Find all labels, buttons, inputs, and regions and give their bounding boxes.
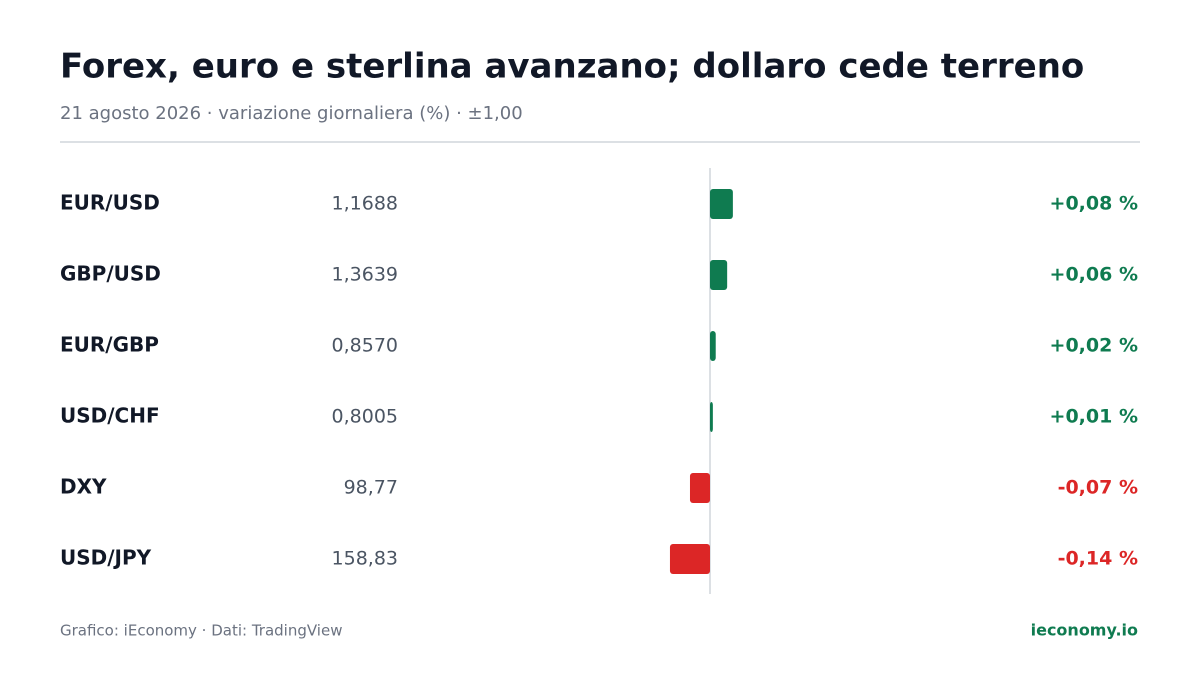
source: Grafico: iEconomy · Dati: TradingView <box>60 622 342 640</box>
price: 1,3639 <box>332 264 398 286</box>
pair-label: DXY <box>60 475 107 499</box>
pair-label: GBP/USD <box>60 262 161 286</box>
pair-label: EUR/GBP <box>60 333 159 357</box>
value-label: +0,02 % <box>1050 335 1138 357</box>
value-label: -0,14 % <box>1058 548 1138 570</box>
pair-label: USD/CHF <box>60 404 160 428</box>
brand: ieconomy.io <box>1031 621 1138 640</box>
bar <box>669 544 710 574</box>
bar <box>710 189 733 219</box>
value-label: +0,08 % <box>1050 193 1138 215</box>
bar <box>689 473 710 503</box>
bar <box>710 331 716 361</box>
price: 158,83 <box>332 548 398 570</box>
chart-title: Forex, euro e sterlina avanzano; dollaro… <box>60 47 1084 87</box>
pair-label: EUR/USD <box>60 191 160 215</box>
bar <box>710 260 728 290</box>
pair-label: USD/JPY <box>60 546 152 570</box>
price: 98,77 <box>344 477 398 499</box>
value-label: +0,06 % <box>1050 264 1138 286</box>
price: 0,8570 <box>332 335 398 357</box>
price: 0,8005 <box>332 406 398 428</box>
chart-subtitle: 21 agosto 2026 · variazione giornaliera … <box>60 103 523 124</box>
value-label: +0,01 % <box>1050 406 1138 428</box>
bar <box>710 402 713 432</box>
price: 1,1688 <box>332 193 398 215</box>
value-label: -0,07 % <box>1058 477 1138 499</box>
